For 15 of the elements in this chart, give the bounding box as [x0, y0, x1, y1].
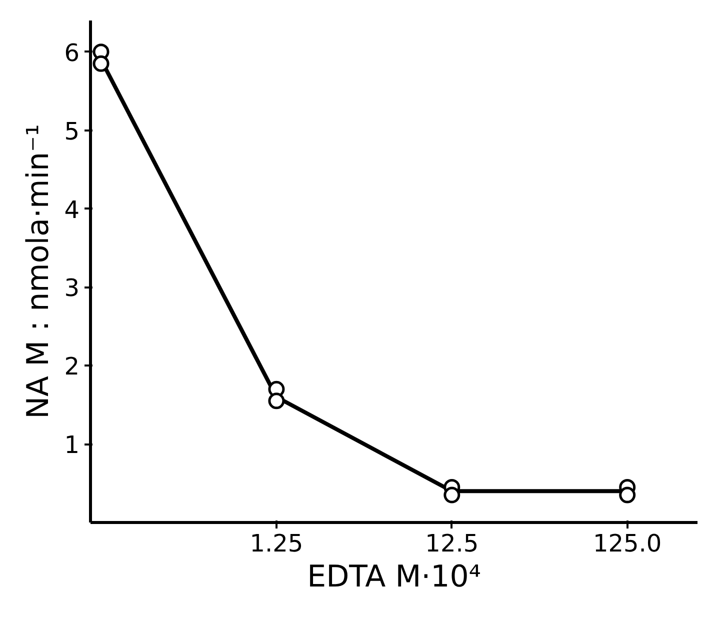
y-tick-label: 6: [64, 38, 80, 67]
y-tick-label: 5: [64, 117, 80, 146]
y-tick-label: 1: [64, 431, 80, 460]
y-tick-label: 3: [64, 274, 80, 302]
x-tick-label: 125.0: [592, 530, 662, 558]
y-tick-label: 2: [64, 352, 80, 381]
x-axis-title: EDTA M·10⁴: [307, 560, 481, 594]
point: [268, 392, 285, 410]
point: [444, 486, 460, 504]
y-axis-title: NA M : nmola·min⁻¹: [21, 124, 56, 419]
x-tick-label: 1.25: [250, 530, 304, 558]
x-tick-label: 12.5: [425, 530, 479, 558]
point: [619, 486, 636, 504]
point: [92, 55, 110, 72]
y-tick-label: 4: [64, 196, 80, 224]
